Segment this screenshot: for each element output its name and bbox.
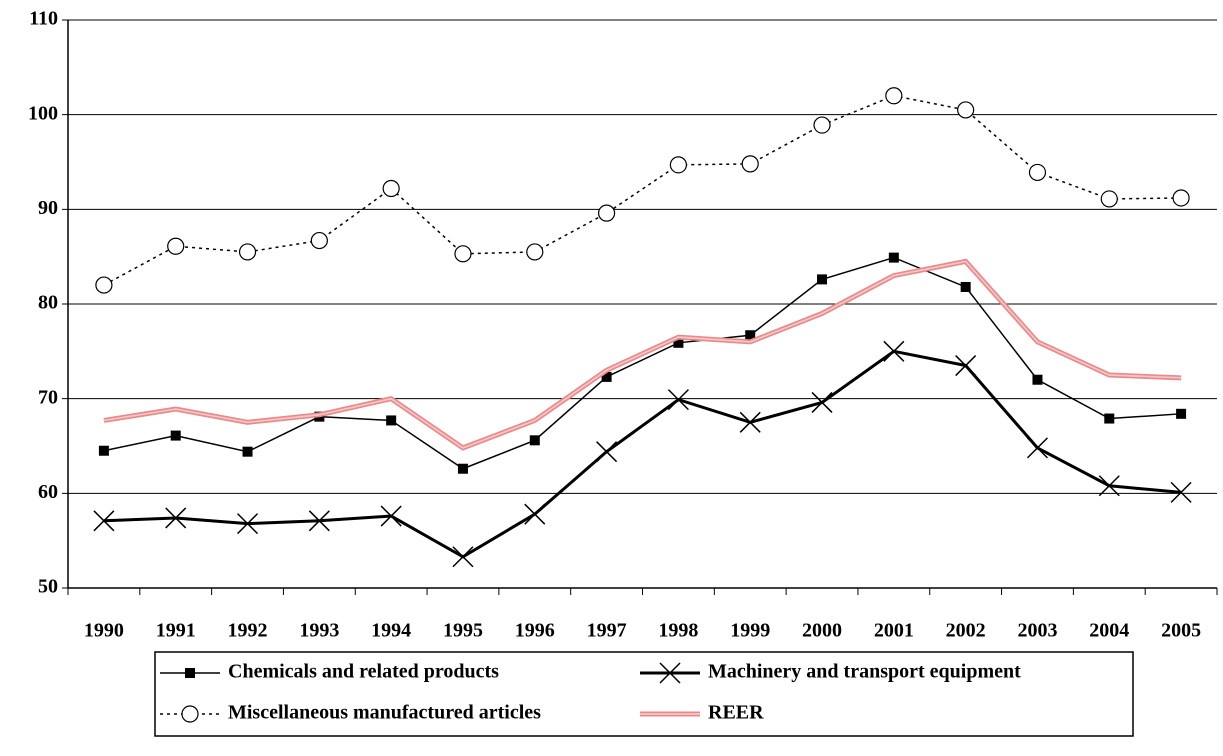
point-marker	[237, 513, 259, 535]
point-marker	[1098, 475, 1120, 497]
x-tick-label: 1994	[371, 620, 411, 642]
series-line	[103, 256, 1182, 470]
point-marker	[960, 281, 971, 292]
point-marker	[98, 445, 109, 456]
point-marker	[170, 430, 181, 441]
point-marker	[185, 668, 195, 678]
y-tick-label: 100	[28, 102, 58, 124]
point-marker	[1172, 189, 1190, 207]
point-marker	[308, 510, 330, 532]
x-tick-label: 2004	[1089, 620, 1129, 642]
y-tick-label: 90	[38, 197, 58, 219]
point-marker	[452, 546, 474, 568]
point-marker	[167, 237, 185, 255]
point-marker	[529, 435, 540, 446]
point-marker	[181, 705, 199, 723]
x-tick-label: 2002	[946, 620, 986, 642]
x-tick-label: 1998	[658, 620, 698, 642]
point-marker	[1176, 408, 1187, 419]
x-tick-label: 1992	[228, 620, 268, 642]
series-line	[103, 94, 1182, 286]
point-marker	[885, 87, 903, 105]
point-marker	[454, 245, 472, 263]
point-marker	[883, 340, 905, 362]
point-marker	[1032, 374, 1043, 385]
x-tick-label: 2005	[1161, 620, 1201, 642]
y-tick-label: 70	[38, 386, 58, 408]
point-marker	[165, 507, 187, 529]
x-tick-label: 1999	[730, 620, 770, 642]
y-tick-label: 110	[29, 8, 58, 30]
point-marker	[524, 503, 546, 525]
point-marker	[1100, 190, 1118, 208]
point-marker	[1170, 481, 1192, 503]
x-tick-label: 2000	[802, 620, 842, 642]
legend-box	[154, 651, 1134, 737]
y-tick-label: 80	[38, 292, 58, 314]
x-tick-label: 1990	[84, 620, 124, 642]
point-marker	[669, 156, 688, 174]
x-tick-label: 1997	[587, 620, 627, 642]
point-marker	[813, 116, 831, 134]
point-marker	[817, 274, 828, 285]
point-marker	[667, 389, 689, 411]
x-tick-label: 1995	[443, 620, 483, 642]
point-marker	[888, 252, 899, 263]
point-marker	[1028, 163, 1047, 182]
legend-label: REER	[708, 702, 764, 724]
point-marker	[1026, 437, 1049, 459]
x-tick-label: 1996	[515, 620, 555, 642]
point-marker	[739, 411, 761, 433]
point-marker	[382, 179, 400, 198]
x-tick-label: 2003	[1017, 620, 1057, 642]
point-marker	[596, 441, 618, 463]
point-marker	[673, 337, 684, 348]
point-marker	[745, 330, 756, 341]
series-line	[103, 349, 1182, 559]
legend-label: Miscellaneous manufactured articles	[228, 702, 541, 724]
point-marker	[93, 510, 115, 532]
point-marker	[957, 101, 975, 119]
point-marker	[659, 662, 681, 684]
point-marker	[95, 276, 113, 294]
point-marker	[741, 155, 759, 173]
series-line-inner	[103, 260, 1182, 449]
y-tick-label: 60	[38, 481, 58, 503]
point-marker	[601, 371, 612, 382]
point-marker	[955, 355, 977, 377]
x-tick-label: 2001	[874, 620, 914, 642]
point-marker	[380, 505, 402, 527]
legend-label: Machinery and transport equipment	[708, 661, 1021, 683]
point-marker	[526, 243, 544, 261]
point-marker	[597, 204, 616, 222]
x-tick-label: 1991	[156, 620, 196, 642]
point-marker	[310, 231, 328, 250]
point-marker	[386, 415, 397, 426]
point-marker	[242, 446, 253, 457]
y-tick-label: 50	[38, 576, 58, 598]
point-marker	[1104, 413, 1115, 424]
point-marker	[457, 463, 468, 474]
legend-label: Chemicals and related products	[228, 661, 499, 683]
point-marker	[811, 391, 833, 413]
x-tick-label: 1993	[299, 620, 339, 642]
point-marker	[238, 243, 257, 261]
